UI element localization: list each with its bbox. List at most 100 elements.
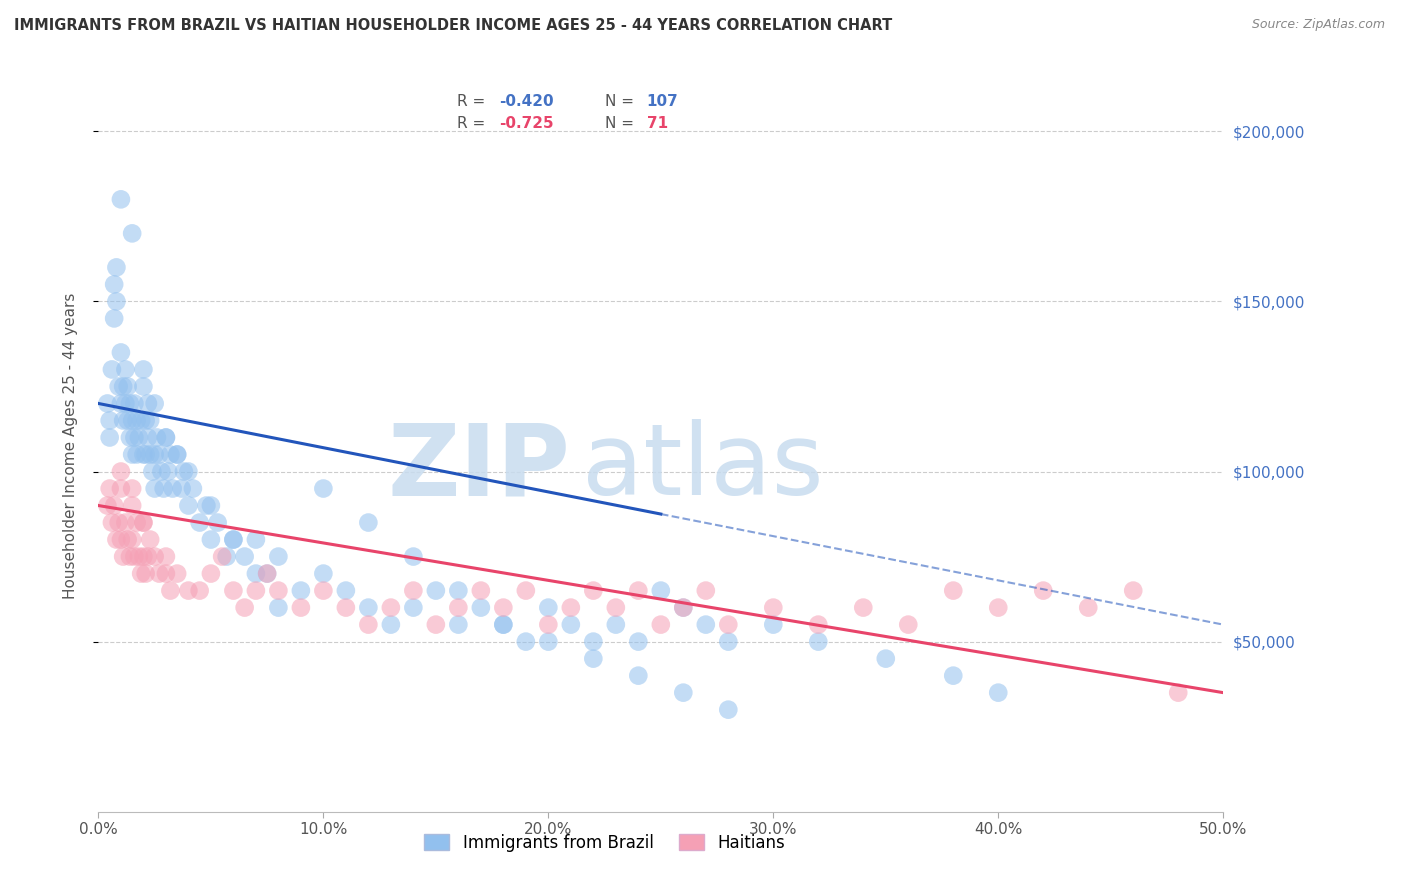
Point (110, 533, 132, 547)
Point (129, 566, 152, 581)
Point (233, 549, 256, 564)
Point (582, 634, 605, 648)
Point (717, 703, 740, 717)
Point (290, 600, 312, 615)
Point (492, 617, 515, 632)
Point (233, 600, 256, 615)
Point (105, 260, 128, 275)
Point (402, 583, 425, 598)
Point (132, 516, 155, 530)
Text: R =: R = (457, 116, 491, 131)
Point (256, 566, 278, 581)
Point (357, 516, 380, 530)
Point (200, 533, 222, 547)
Text: 71: 71 (647, 116, 668, 131)
Point (312, 583, 335, 598)
Point (136, 396, 159, 410)
Point (128, 430, 150, 444)
Point (117, 413, 139, 427)
Point (200, 566, 222, 581)
Point (139, 413, 162, 427)
Point (101, 516, 124, 530)
Point (245, 533, 267, 547)
Point (470, 600, 492, 615)
Point (312, 482, 335, 496)
Point (110, 396, 132, 410)
Point (695, 583, 717, 598)
Point (447, 600, 470, 615)
Point (173, 465, 195, 479)
Point (425, 583, 447, 598)
Point (118, 549, 141, 564)
Point (987, 600, 1010, 615)
Point (188, 583, 211, 598)
Point (672, 600, 695, 615)
Point (98, 482, 121, 496)
Point (139, 448, 162, 462)
Point (135, 566, 157, 581)
Text: atlas: atlas (582, 419, 824, 516)
Point (290, 583, 312, 598)
Point (177, 465, 200, 479)
Point (515, 583, 537, 598)
Point (560, 617, 582, 632)
Point (717, 617, 740, 632)
Point (128, 549, 150, 564)
Point (110, 192, 132, 206)
Point (121, 448, 143, 462)
Text: ZIP: ZIP (388, 419, 571, 516)
Point (267, 600, 290, 615)
Point (807, 617, 830, 632)
Point (672, 686, 695, 700)
Point (96, 396, 118, 410)
Point (110, 345, 132, 359)
Point (335, 583, 357, 598)
Point (177, 583, 200, 598)
Text: IMMIGRANTS FROM BRAZIL VS HAITIAN HOUSEHOLDER INCOME AGES 25 - 44 YEARS CORRELAT: IMMIGRANTS FROM BRAZIL VS HAITIAN HOUSEH… (14, 18, 893, 33)
Text: Source: ZipAtlas.com: Source: ZipAtlas.com (1251, 18, 1385, 31)
Point (188, 516, 211, 530)
Point (107, 379, 129, 393)
Point (195, 499, 218, 513)
Point (987, 686, 1010, 700)
Point (103, 311, 125, 326)
Point (380, 600, 402, 615)
Text: -0.725: -0.725 (499, 116, 554, 131)
Point (627, 583, 650, 598)
Point (135, 413, 157, 427)
Point (245, 566, 267, 581)
Point (124, 549, 146, 564)
Point (155, 549, 177, 564)
Point (627, 668, 650, 682)
Point (159, 448, 181, 462)
Point (537, 617, 560, 632)
Point (357, 600, 380, 615)
Point (267, 549, 290, 564)
Point (125, 413, 148, 427)
Point (312, 566, 335, 581)
Point (1077, 600, 1099, 615)
Point (425, 617, 447, 632)
Point (141, 465, 163, 479)
Point (1122, 583, 1144, 598)
Point (215, 549, 238, 564)
Point (117, 379, 139, 393)
Point (162, 482, 184, 496)
Point (143, 482, 166, 496)
Point (110, 465, 132, 479)
Point (211, 549, 233, 564)
Point (942, 668, 965, 682)
Point (101, 362, 124, 376)
Point (112, 549, 135, 564)
Point (207, 516, 229, 530)
Point (402, 549, 425, 564)
Point (125, 516, 148, 530)
Point (155, 430, 177, 444)
Point (222, 583, 245, 598)
Text: R =: R = (457, 94, 491, 109)
Point (222, 533, 245, 547)
Point (942, 583, 965, 598)
Point (136, 549, 159, 564)
Point (582, 583, 605, 598)
Point (121, 482, 143, 496)
